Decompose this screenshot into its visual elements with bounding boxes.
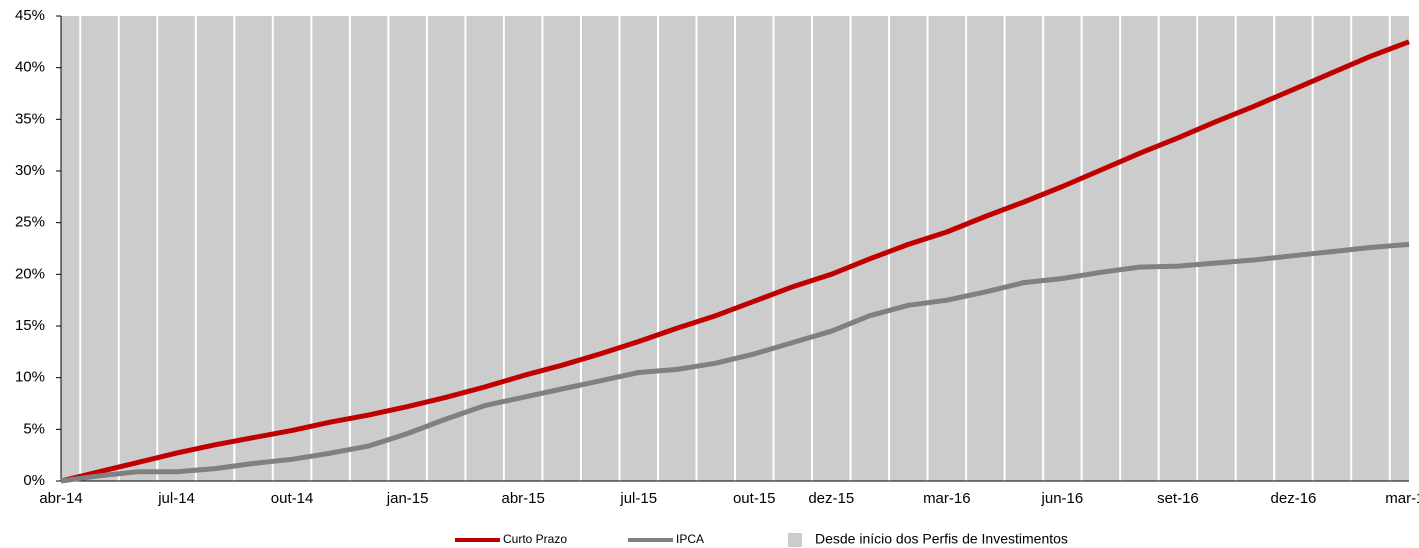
bar — [81, 16, 118, 481]
bar — [427, 16, 465, 481]
bar — [1159, 16, 1197, 481]
bar — [196, 16, 234, 481]
y-tick-label: 25% — [15, 214, 45, 231]
x-tick-label: out-14 — [271, 490, 314, 507]
x-tick-label: jun-16 — [1041, 490, 1084, 507]
bar — [851, 16, 889, 481]
x-tick-label: dez-15 — [808, 490, 854, 507]
bar — [273, 16, 311, 481]
y-tick-label: 10% — [15, 369, 45, 386]
y-tick-label: 40% — [15, 59, 45, 76]
legend-label: Desde início dos Perfis de Investimentos — [815, 531, 1068, 547]
bar — [1005, 16, 1043, 481]
bar — [928, 16, 966, 481]
bar — [813, 16, 850, 481]
y-tick-label: 35% — [15, 110, 45, 127]
bar — [61, 16, 80, 481]
bar — [620, 16, 657, 481]
x-tick-label: mar-16 — [923, 490, 971, 507]
y-tick-label: 45% — [15, 7, 45, 24]
bar — [1082, 16, 1120, 481]
bar — [504, 16, 542, 481]
bar — [119, 16, 157, 481]
bar — [543, 16, 580, 481]
x-tick-label: jul-14 — [157, 490, 195, 507]
bar — [350, 16, 388, 481]
bar — [1198, 16, 1235, 481]
y-tick-label: 0% — [23, 472, 45, 489]
x-tick-label: mar-17 — [1385, 490, 1419, 507]
line-series — [60, 241, 1410, 484]
legend-swatch — [788, 533, 802, 547]
line-series — [60, 39, 1410, 484]
x-tick-label: out-15 — [733, 490, 776, 507]
legend-label: IPCA — [676, 532, 704, 546]
x-tick-label: abr-14 — [39, 490, 82, 507]
bar — [581, 16, 619, 481]
bar — [312, 16, 349, 481]
legend-label: Curto Prazo — [503, 532, 567, 546]
bar — [158, 16, 195, 481]
y-tick-label: 30% — [15, 162, 45, 179]
x-tick-label: jul-15 — [619, 490, 657, 507]
bar — [1390, 16, 1409, 481]
bar — [736, 16, 773, 481]
bar — [697, 16, 734, 481]
y-tick-label: 15% — [15, 317, 45, 334]
bar — [235, 16, 272, 481]
x-tick-label: dez-16 — [1271, 490, 1317, 507]
bar — [658, 16, 696, 481]
bar — [774, 16, 812, 481]
x-tick-label: jan-15 — [386, 490, 429, 507]
bar — [1121, 16, 1158, 481]
bar — [1236, 16, 1274, 481]
bar — [967, 16, 1004, 481]
y-tick-label: 5% — [23, 420, 45, 437]
x-tick-label: set-16 — [1157, 490, 1199, 507]
bar — [1044, 16, 1081, 481]
x-tick-label: abr-15 — [501, 490, 544, 507]
y-tick-label: 20% — [15, 265, 45, 282]
